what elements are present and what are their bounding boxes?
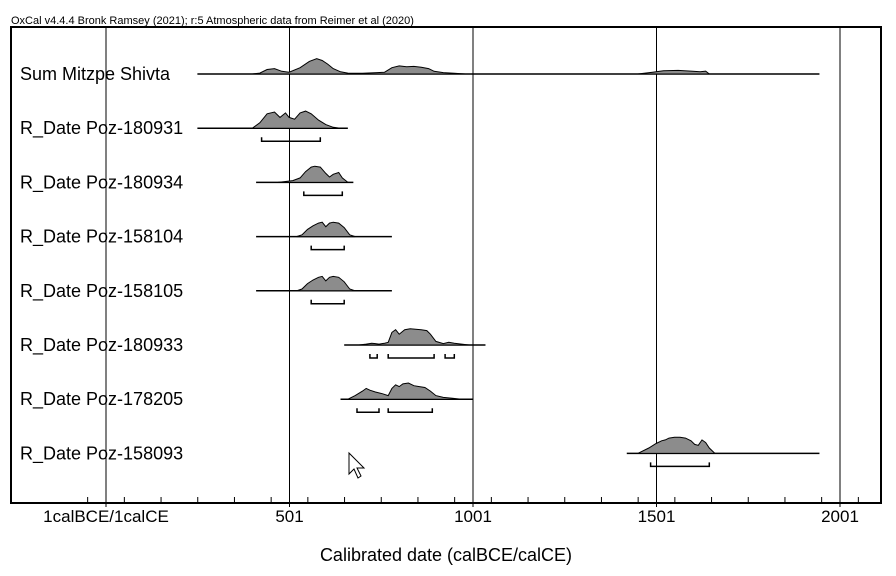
row: R_Date Poz-180934 xyxy=(20,165,354,197)
range-bracket xyxy=(310,245,345,251)
row-group: Sum Mitzpe Shivta R_Date Poz-180931 R_Date… xyxy=(20,58,820,468)
row: Sum Mitzpe Shivta xyxy=(20,58,820,84)
gridlines xyxy=(105,27,841,503)
range-bracket xyxy=(387,408,434,413)
row-label: R_Date Poz-180931 xyxy=(20,118,183,139)
probability-distribution xyxy=(252,58,711,75)
plot-frame xyxy=(10,26,882,504)
tick-label: 501 xyxy=(275,507,303,526)
row: R_Date Poz-158105 xyxy=(20,275,392,305)
row-label: R_Date Poz-178205 xyxy=(20,389,183,410)
range-bracket xyxy=(303,191,344,197)
probability-distribution xyxy=(296,275,356,292)
row: R_Date Poz-180931 xyxy=(20,110,348,142)
tick-label: 2001 xyxy=(821,507,859,526)
range-bracket xyxy=(310,299,345,305)
range-bracket xyxy=(649,462,711,468)
range-bracket xyxy=(444,354,456,359)
probability-distribution xyxy=(250,110,341,129)
row: R_Date Poz-178205 xyxy=(20,382,473,413)
range-bracket xyxy=(356,408,380,413)
row-label: Sum Mitzpe Shivta xyxy=(20,64,171,84)
row-label: R_Date Poz-158105 xyxy=(20,281,183,302)
probability-distribution xyxy=(278,165,350,183)
range-bracket xyxy=(260,137,322,142)
probability-distribution xyxy=(296,221,356,238)
x-axis-title: Calibrated date (calBCE/calCE) xyxy=(320,545,572,565)
row: R_Date Poz-158104 xyxy=(20,221,392,251)
range-bracket xyxy=(387,354,435,359)
tick-label: 1501 xyxy=(638,507,676,526)
row: R_Date Poz-180933 xyxy=(20,328,486,359)
range-bracket xyxy=(369,354,378,359)
probability-distribution xyxy=(347,382,462,400)
row: R_Date Poz-158093 xyxy=(20,436,820,468)
probability-distribution xyxy=(358,328,470,346)
tick-label: 1001 xyxy=(454,507,492,526)
mouse-cursor-icon xyxy=(348,451,366,479)
row-label: R_Date Poz-158093 xyxy=(20,443,183,464)
row-label: R_Date Poz-158104 xyxy=(20,227,183,248)
tick-label: 1calBCE/1calCE xyxy=(43,507,169,526)
credit-line: OxCal v4.4.4 Bronk Ramsey (2021); r:5 At… xyxy=(11,15,414,27)
x-axis: 1calBCE/1calCE 501 1001 1501 2001 xyxy=(43,497,859,526)
probability-distribution xyxy=(637,436,717,454)
row-label: R_Date Poz-180934 xyxy=(20,172,183,193)
row-label: R_Date Poz-180933 xyxy=(20,335,183,356)
